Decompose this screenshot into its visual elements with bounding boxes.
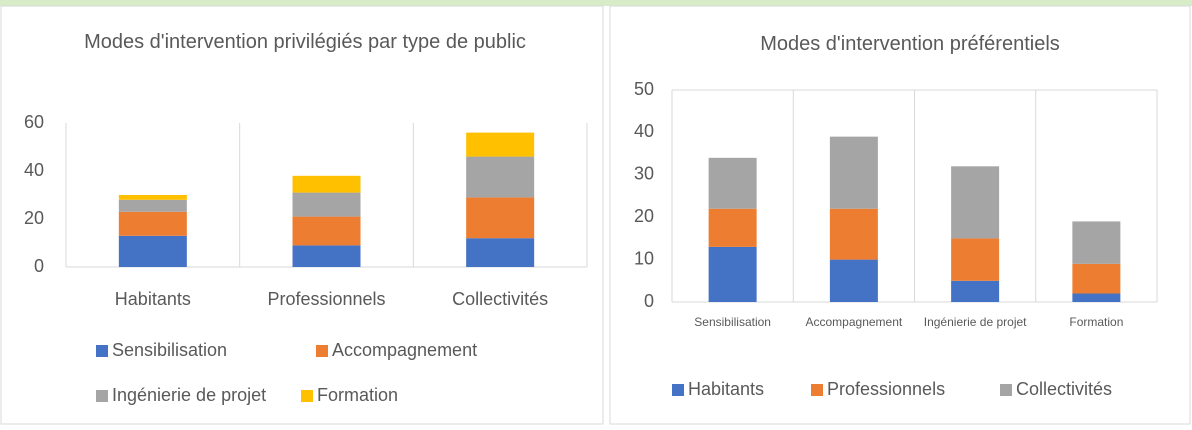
x-tick-label: Formation [1069,315,1124,329]
bar-segment [292,175,361,193]
y-tick-label: 20 [24,208,44,228]
y-tick-label: 0 [34,256,44,276]
bar-segment [466,156,535,198]
x-tick-label-box: Ingénierie de projet [923,315,1027,329]
legend-swatch [1000,384,1012,396]
bar-segment [1072,221,1121,264]
x-tick-label-box: Accompagnement [805,315,903,329]
x-tick-label: Ingénierie de projet [923,315,1027,329]
bar-segment [951,166,1000,239]
chart-title: Modes d'intervention préférentiels [760,33,1060,55]
bar-segment [292,192,361,217]
y-tick-label: 40 [24,160,44,180]
bar-segment [118,195,187,200]
y-tick-label: 0 [644,291,654,311]
bar-segment [708,246,757,302]
bar-segment [118,211,187,236]
y-tick-label: 30 [634,164,654,184]
bar-segment [829,259,878,302]
legend-label: Collectivités [1016,379,1112,399]
bar-segment [951,238,1000,281]
legend-label: Sensibilisation [112,340,227,360]
bar-segment [466,132,535,157]
x-tick-label: Professionnels [267,289,386,309]
bar-segment [951,280,1000,302]
bar-segment [466,238,535,267]
y-tick-label: 40 [634,121,654,141]
legend-label: Formation [317,385,398,405]
legend-swatch [811,384,823,396]
right-panel [609,5,1191,425]
bar-segment [1072,263,1121,294]
bar-segment [292,245,361,267]
x-tick-label-box: Collectivités [452,289,549,309]
bar-segment [118,235,187,267]
bar-segment [708,208,757,247]
legend-label: Accompagnement [332,340,477,360]
legend-swatch [672,384,684,396]
top-strip [0,0,1192,6]
bar-segment [708,157,757,209]
legend-label: Professionnels [827,379,945,399]
chart-title-box: Modes d'intervention préférentiels [760,33,1060,55]
x-tick-label-box: Habitants [114,289,191,309]
legend-swatch [96,390,108,402]
y-tick-label: 60 [24,112,44,132]
x-tick-label: Accompagnement [805,315,903,329]
legend-label: Habitants [688,379,764,399]
bar-segment [829,136,878,209]
y-tick-label: 10 [634,248,654,268]
bar-segment [466,197,535,239]
x-tick-label: Sensibilisation [694,315,771,329]
chart-title: Modes d'intervention privilégiés par typ… [84,31,526,53]
legend-label: Ingénierie de projet [112,385,266,405]
legend-swatch [301,390,313,402]
legend-swatch [96,345,108,357]
bar-segment [1072,293,1121,302]
legend-swatch [316,345,328,357]
x-tick-label-box: Professionnels [267,289,386,309]
x-tick-label: Collectivités [452,289,549,309]
bar-segment [292,216,361,246]
x-tick-label: Habitants [114,289,191,309]
y-tick-label: 20 [634,206,654,226]
chart-title-box: Modes d'intervention privilégiés par typ… [84,31,526,53]
x-tick-label-box: Formation [1069,315,1124,329]
y-tick-label: 50 [634,79,654,99]
bar-segment [118,199,187,212]
x-tick-label-box: Sensibilisation [694,315,771,329]
bar-segment [829,208,878,260]
